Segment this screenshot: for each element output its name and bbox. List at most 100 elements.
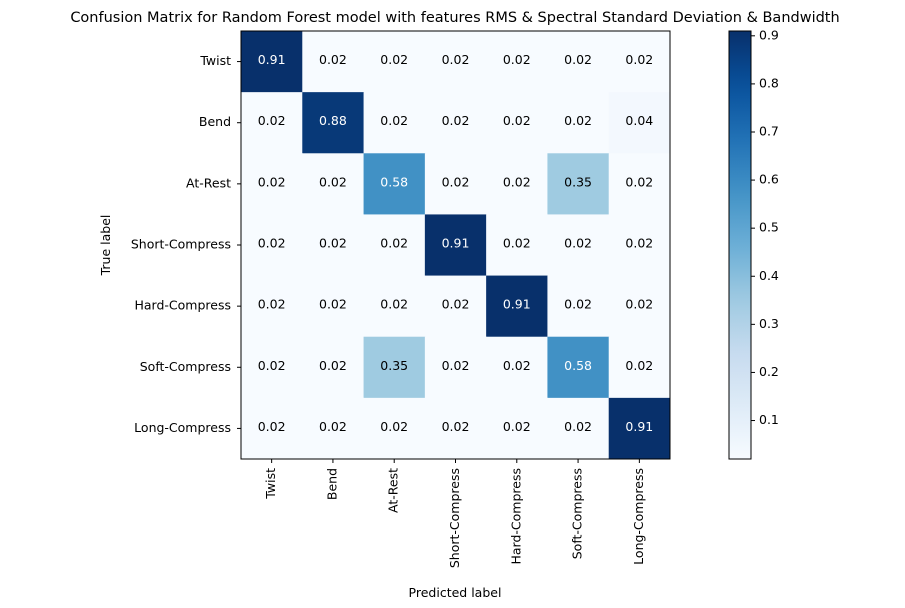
heatmap-cell [302,336,365,399]
heatmap-cell [241,153,303,215]
heatmap-cell [547,92,610,154]
cell-value-label: 0.02 [564,113,592,128]
colorbar-tick-label: 0.5 [759,220,779,235]
heatmap-cell [241,275,303,338]
x-tick-label: Bend [324,468,339,500]
heatmap-cell [424,214,487,277]
cell-value-label: 0.02 [319,52,347,67]
heatmap-cell [424,92,487,154]
cell-value-label: 0.02 [442,174,470,189]
cell-value-label: 0.02 [442,358,470,373]
x-axis-label: Predicted label [409,585,502,600]
heatmap-cell [241,336,303,399]
cell-value-label: 0.02 [319,297,347,312]
cell-value-label: 0.02 [380,52,408,67]
heatmap-cell [547,31,610,93]
heatmap-cell [608,336,671,399]
heatmap-cell [424,336,487,399]
cell-value-label: 0.02 [258,236,286,251]
heatmap-cell [608,153,671,215]
heatmap-cell [424,153,487,215]
cell-value-label: 0.02 [258,419,286,434]
x-tick-label: Short-Compress [447,468,462,568]
y-tick-label: At-Rest [186,175,231,190]
y-tick-label: Soft-Compress [140,359,231,374]
x-tick-label: Soft-Compress [570,468,585,559]
colorbar-tick-label: 0.8 [759,75,779,90]
heatmap-cell [302,153,365,215]
heatmap-cell [241,31,303,93]
cell-value-label: 0.02 [258,297,286,312]
cell-value-label: 0.02 [258,174,286,189]
cell-value-label: 0.02 [503,113,531,128]
heatmap-cell [608,92,671,154]
cell-value-label: 0.91 [503,297,531,312]
cell-value-label: 0.02 [442,52,470,67]
heatmap-cell [486,336,548,399]
colorbar-ticks: 0.1 0.2 0.3 0.4 0.5 0.6 0.7 0.8 0.9 [751,27,779,427]
heatmap-cell-labels: 0.91 0.02 0.02 0.02 0.02 0.02 0.02 0.02 0.88 0.02… [258,52,654,434]
heatmap-cell [302,275,365,338]
heatmap-cell [363,153,426,215]
colorbar-tick-label: 0.7 [759,123,779,138]
y-tick-label: Hard-Compress [135,298,232,313]
cell-value-label: 0.02 [319,174,347,189]
y-tick-label: Twist [199,53,231,68]
heatmap-cell [363,397,426,460]
cell-value-label: 0.02 [625,358,653,373]
cell-value-label: 0.02 [503,419,531,434]
heatmap-cell [241,214,303,277]
heatmap-cell [486,153,548,215]
cell-value-label: 0.02 [380,419,408,434]
colorbar-tick-label: 0.4 [759,268,779,283]
heatmap-cell [302,214,365,277]
cell-value-label: 0.91 [442,236,470,251]
cell-value-label: 0.02 [564,297,592,312]
heatmap-cell [363,92,426,154]
y-tick-label: Bend [199,114,231,129]
cell-value-label: 0.58 [380,174,408,189]
heatmap-cell [608,275,671,338]
heatmap-cell [424,31,487,93]
y-tick-label: Long-Compress [134,420,231,435]
heatmap-cell [302,31,365,93]
chart-title: Confusion Matrix for Random Forest model… [70,10,839,26]
cell-value-label: 0.88 [319,113,347,128]
cell-value-label: 0.02 [503,174,531,189]
heatmap-cell [302,397,365,460]
cell-value-label: 0.02 [564,236,592,251]
cell-value-label: 0.02 [319,358,347,373]
heatmap-cell [547,153,610,215]
x-tick-label: At-Rest [386,468,401,513]
heatmap-cell [486,397,548,460]
heatmap-cell [547,275,610,338]
cell-value-label: 0.02 [625,236,653,251]
cell-value-label: 0.35 [564,174,592,189]
heatmap-cell [486,275,548,338]
heatmap-cell [363,336,426,399]
cell-value-label: 0.02 [564,419,592,434]
colorbar-tick-label: 0.2 [759,364,779,379]
cell-value-label: 0.02 [380,236,408,251]
heatmap-cell [363,31,426,93]
heatmap-cell [486,31,548,93]
heatmap-cell [302,92,365,154]
heatmap-cell [608,31,671,93]
colorbar-tick-label: 0.6 [759,172,779,187]
cell-value-label: 0.02 [319,236,347,251]
heatmap-cells [241,31,671,460]
heatmap-cell [363,214,426,277]
heatmap-cell [547,214,610,277]
cell-value-label: 0.02 [258,358,286,373]
cell-value-label: 0.02 [380,113,408,128]
cell-value-label: 0.02 [442,419,470,434]
colorbar [728,30,752,460]
y-tick-label: Short-Compress [131,237,231,252]
x-axis-ticks: Twist Bend At-Rest Short-Compress Hard-Compr… [263,459,646,568]
x-tick-label: Twist [263,468,278,500]
x-tick-label: Hard-Compress [508,468,523,565]
heatmap-cell [241,397,303,460]
cell-value-label: 0.04 [625,113,653,128]
cell-value-label: 0.02 [442,297,470,312]
cell-value-label: 0.02 [503,358,531,373]
